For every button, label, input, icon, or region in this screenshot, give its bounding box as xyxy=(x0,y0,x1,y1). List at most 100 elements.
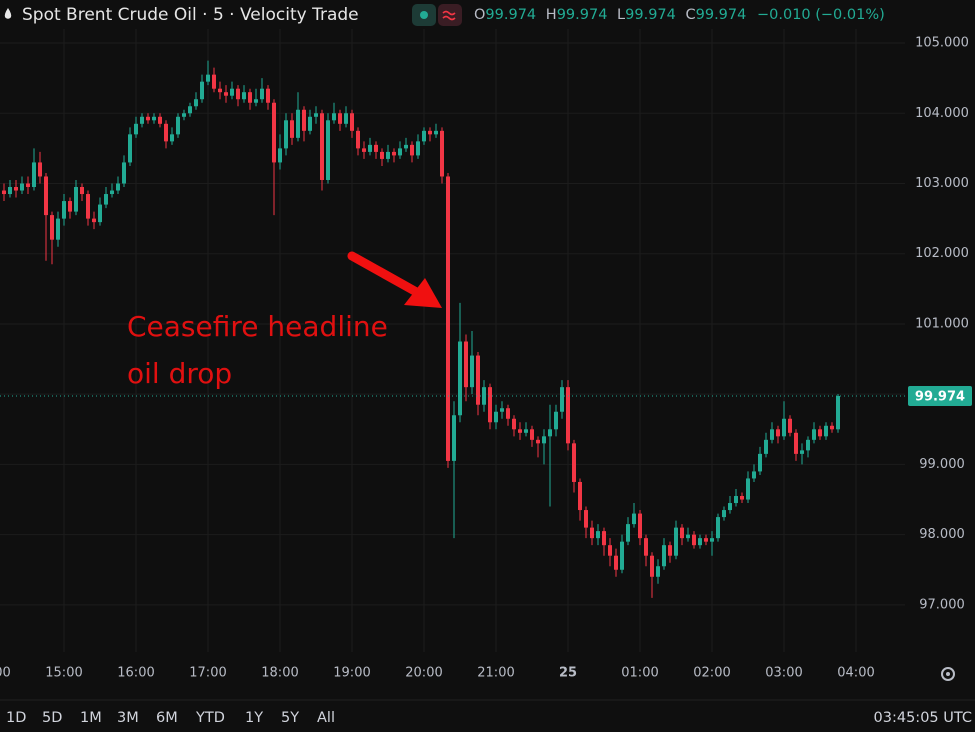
candle-body xyxy=(134,123,138,135)
candle-body xyxy=(818,429,822,437)
candle-body xyxy=(392,151,396,156)
candle-body xyxy=(308,116,312,131)
candle-body xyxy=(404,144,408,149)
candle-body xyxy=(524,429,528,433)
candle-body xyxy=(284,120,288,149)
candle-body xyxy=(224,92,228,96)
range-button[interactable]: 1Y xyxy=(245,710,263,726)
candle-body xyxy=(152,116,156,121)
range-button[interactable]: 6M xyxy=(156,710,178,726)
candle-body xyxy=(434,130,438,135)
candle-body xyxy=(14,187,18,191)
x-tick-label: 20:00 xyxy=(405,666,442,681)
candle-body xyxy=(164,123,168,142)
candle-body xyxy=(332,113,336,121)
candle-body xyxy=(302,109,306,131)
candle-body xyxy=(614,555,618,570)
candle-body xyxy=(464,341,468,388)
candle-body xyxy=(290,120,294,138)
candle-body xyxy=(518,429,522,433)
candle-body xyxy=(560,387,564,412)
last-price-box xyxy=(908,386,972,407)
candle-body xyxy=(98,204,102,223)
candle-body xyxy=(320,113,324,180)
candle-body xyxy=(32,162,36,188)
range-button[interactable]: YTD xyxy=(195,710,225,726)
candle-body xyxy=(542,436,546,444)
candle-body xyxy=(20,183,24,191)
ohlc-key: H xyxy=(546,7,557,23)
y-tick-label: 99.000 xyxy=(919,457,965,472)
range-button[interactable]: 3M xyxy=(117,710,139,726)
candle-body xyxy=(644,538,648,556)
candle-body xyxy=(68,201,72,212)
range-button[interactable]: 1M xyxy=(80,710,102,726)
candle-body xyxy=(494,411,498,423)
candle-body xyxy=(764,439,768,454)
range-button[interactable]: 1D xyxy=(6,710,26,726)
candle-body xyxy=(236,88,240,100)
candle-body xyxy=(740,496,744,500)
candle-body xyxy=(272,102,276,163)
candle-body xyxy=(266,88,270,103)
candle-body xyxy=(458,341,462,416)
candle-body xyxy=(584,510,588,528)
y-tick-label: 98.000 xyxy=(919,527,965,542)
range-button[interactable]: 5Y xyxy=(281,710,299,726)
candle-body xyxy=(248,92,252,103)
candle-body xyxy=(632,513,636,525)
candle-body xyxy=(554,411,558,430)
settings-icon[interactable] xyxy=(941,667,955,681)
candle-body xyxy=(734,496,738,504)
range-button[interactable]: 5D xyxy=(42,710,62,726)
candle-body xyxy=(140,116,144,124)
candle-body xyxy=(26,183,30,188)
candle-body xyxy=(500,408,504,412)
candle-body xyxy=(422,130,426,142)
candle-body xyxy=(470,355,474,388)
candle-body xyxy=(194,99,198,107)
candle-body xyxy=(530,429,534,440)
ohlc-key: L xyxy=(617,7,625,23)
candle-body xyxy=(620,541,624,570)
x-tick-label: 18:00 xyxy=(261,666,298,681)
annotation-arrow xyxy=(347,251,425,299)
candle-body xyxy=(674,527,678,556)
candle-body xyxy=(218,88,222,93)
candle-body xyxy=(830,425,834,430)
candle-body xyxy=(128,134,132,163)
annotation-text: Ceasefire headline xyxy=(127,310,388,343)
change-value: −0.010 (−0.01%) xyxy=(757,7,885,23)
delay-pill[interactable] xyxy=(438,4,462,26)
candle-body xyxy=(476,355,480,405)
candle-body xyxy=(428,130,432,135)
candle-body xyxy=(380,151,384,159)
ohlc-key: O xyxy=(474,7,485,23)
candle-body xyxy=(122,162,126,184)
candle-body xyxy=(338,113,342,124)
candle-body xyxy=(812,429,816,440)
candle-body xyxy=(350,113,354,131)
y-tick-label: 103.000 xyxy=(915,176,969,191)
candle-body xyxy=(104,194,108,205)
x-tick-label: 15:00 xyxy=(45,666,82,681)
candle-body xyxy=(440,130,444,177)
candle-body xyxy=(788,418,792,433)
x-tick-label: 01:00 xyxy=(621,666,658,681)
annotation-text: oil drop xyxy=(127,357,232,390)
candle-body xyxy=(698,538,702,546)
candle-body xyxy=(596,531,600,539)
x-tick-label: 25 xyxy=(559,666,577,681)
range-button[interactable]: All xyxy=(317,710,335,726)
candle-body xyxy=(2,190,6,195)
candle-body xyxy=(116,183,120,191)
candle-body xyxy=(722,510,726,518)
candle-body xyxy=(626,524,630,542)
ohlc-legend: O99.974 H99.974 L99.974 C99.974 −0.010 (… xyxy=(474,7,885,23)
ohlc-key: C xyxy=(686,7,696,23)
x-tick-label: 16:00 xyxy=(117,666,154,681)
candle-body xyxy=(506,408,510,419)
candle-body xyxy=(296,109,300,138)
candle-body xyxy=(776,429,780,437)
